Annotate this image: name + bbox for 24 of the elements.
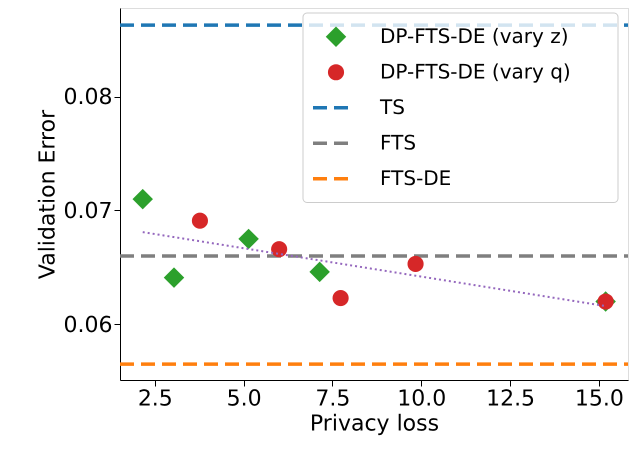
legend-label: TS	[379, 94, 405, 119]
point	[408, 256, 424, 272]
x-tick-label: 15.0	[574, 386, 624, 412]
legend-label: FTS-DE	[380, 166, 452, 190]
point	[332, 290, 349, 306]
point	[309, 262, 330, 282]
point	[164, 267, 184, 288]
x-tick-label: 5.0	[226, 386, 262, 412]
x-tick-label: 10.0	[397, 386, 446, 412]
legend-label: DP-FTS-DE (vary q)	[380, 59, 571, 84]
point	[271, 241, 288, 258]
x-tick-label: 7.5	[315, 386, 350, 412]
y-tick-label: 0.07	[64, 198, 112, 224]
y-tick-label: 0.06	[64, 312, 112, 338]
point	[132, 188, 153, 210]
x-tick-label: 2.5	[138, 386, 173, 412]
x-tick-label: 12.5	[486, 386, 536, 412]
legend-label: DP-FTS-DE (vary z)	[380, 24, 569, 48]
y-axis-title: Validation Error	[36, 108, 61, 280]
legend-label: FTS	[380, 130, 416, 154]
point	[192, 212, 208, 229]
y-tick-label: 0.08	[64, 85, 112, 110]
point	[238, 228, 259, 250]
x-axis-title: Privacy loss	[310, 412, 440, 436]
